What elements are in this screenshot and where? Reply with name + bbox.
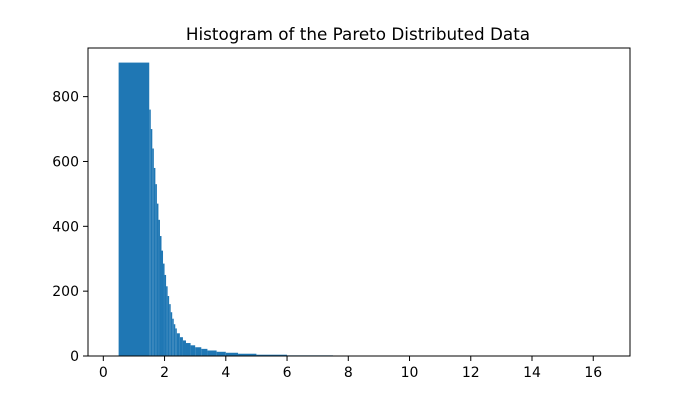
histogram-bar	[159, 236, 162, 356]
y-tick-label: 400	[52, 219, 79, 235]
histogram-bars	[118, 62, 612, 356]
histogram-bar	[195, 347, 202, 356]
histogram-bar	[149, 109, 151, 356]
histogram-bar	[169, 304, 171, 356]
plot-area-frame	[87, 47, 631, 357]
histogram-bar	[207, 350, 217, 356]
y-tick-label: 200	[52, 284, 79, 300]
x-axis-ticks: 0 2 4 6 8 10 12 14 16	[99, 356, 602, 381]
histogram-bar	[153, 167, 156, 356]
histogram-bar	[179, 337, 183, 356]
histogram-bar	[156, 203, 159, 356]
histogram-bar	[216, 351, 226, 356]
y-tick-label: 600	[52, 154, 79, 170]
histogram-bar	[238, 353, 257, 356]
histogram-bar	[225, 352, 239, 356]
x-tick-label: 14	[523, 365, 541, 381]
chart-title: Histogram of the Pareto Distributed Data	[186, 24, 530, 44]
y-tick-label: 0	[70, 349, 79, 365]
histogram-bar	[166, 286, 168, 356]
x-tick-label: 6	[283, 365, 292, 381]
histogram-bar	[176, 333, 180, 356]
histogram-bar	[175, 328, 177, 356]
x-tick-label: 4	[221, 365, 230, 381]
x-tick-label: 2	[160, 365, 169, 381]
histogram-bar	[172, 318, 174, 356]
y-axis-ticks: 0 200 400 600 800	[52, 90, 88, 365]
histogram-bar	[190, 345, 196, 356]
x-tick-label: 8	[344, 365, 353, 381]
histogram-bar	[185, 343, 191, 356]
x-tick-label: 10	[401, 365, 419, 381]
histogram-bar	[118, 62, 150, 356]
x-tick-label: 16	[584, 365, 602, 381]
histogram-bar	[150, 129, 153, 356]
histogram-bar	[155, 184, 157, 356]
x-tick-label: 0	[99, 365, 108, 381]
histogram-bar	[163, 263, 165, 356]
histogram-bar	[173, 324, 176, 356]
histogram-bar	[182, 340, 186, 356]
histogram-bar	[170, 312, 173, 356]
x-tick-label: 12	[462, 365, 480, 381]
histogram-bar	[152, 148, 154, 356]
histogram-bar	[161, 250, 164, 356]
histogram-bar	[256, 354, 288, 356]
histogram-bar	[164, 274, 167, 356]
histogram-bar	[201, 348, 208, 356]
histogram-bar	[158, 219, 160, 356]
y-tick-label: 800	[52, 90, 79, 106]
histogram-bar	[167, 296, 170, 356]
